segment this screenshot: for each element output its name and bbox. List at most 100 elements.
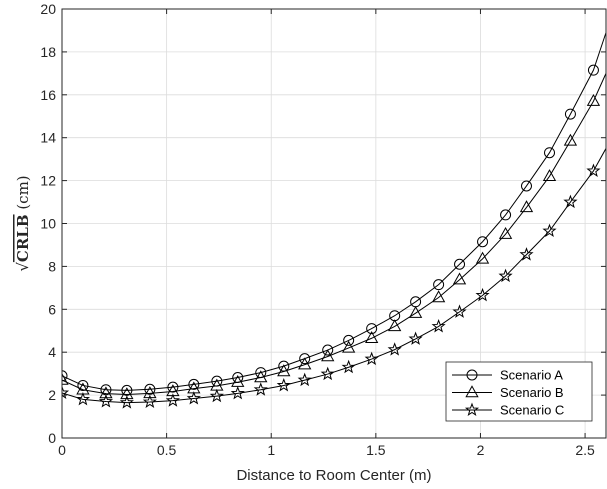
data-point-scenario-a (500, 209, 512, 221)
legend-marker-scenario-a (466, 369, 478, 381)
data-point-scenario-b (586, 94, 601, 106)
legend-label-scenario-b: Scenario B (500, 385, 564, 400)
y-tick-label: 6 (48, 301, 56, 317)
data-point-scenario-a (544, 147, 556, 159)
data-point-scenario-c (276, 378, 291, 392)
x-tick-label: 1 (267, 442, 275, 458)
y-axis-label-main: CRLB (14, 214, 32, 262)
data-point-scenario-b (408, 305, 423, 318)
data-point-scenario-c (209, 388, 224, 403)
x-tick-label: 2 (477, 442, 485, 458)
ticks (61, 8, 606, 439)
y-tick-label: 8 (48, 258, 56, 274)
data-point-scenario-a (564, 108, 576, 120)
data-point-scenario-c (62, 385, 70, 399)
data-point-scenario-c (341, 359, 356, 374)
data-point-scenario-b (563, 133, 578, 146)
data-point-scenario-a (366, 323, 378, 335)
data-point-scenario-c (98, 394, 114, 408)
data-point-scenario-b (99, 386, 113, 399)
data-point-scenario-c (563, 194, 578, 209)
series-scenario-b (62, 73, 606, 400)
y-tick-label: 0 (48, 430, 56, 446)
data-point-scenario-c (230, 385, 245, 400)
data-point-scenario-a (144, 383, 156, 395)
x-tick-label: 1.5 (366, 442, 386, 458)
data-point-scenario-b (388, 319, 402, 332)
data-point-scenario-c (119, 395, 134, 409)
data-point-scenario-b (341, 340, 356, 353)
y-tick-label: 14 (40, 130, 56, 146)
data-point-scenario-b (120, 387, 134, 400)
data-point-scenario-b (277, 364, 291, 377)
y-tick-label: 10 (40, 216, 56, 232)
data-point-scenario-c (586, 163, 601, 177)
data-point-scenario-c (186, 391, 201, 405)
x-tick-label: 0 (58, 442, 66, 458)
data-point-scenario-c (452, 304, 467, 318)
legend-marker-scenario-c (464, 402, 480, 417)
data-point-scenario-a (188, 378, 200, 390)
data-point-scenario-a (299, 353, 311, 365)
y-axis-label-unit: (cm) (14, 175, 32, 214)
data-point-scenario-c (297, 372, 312, 387)
data-point-scenario-c (253, 382, 268, 396)
data-point-scenario-c (320, 366, 335, 381)
data-point-scenario-c (519, 247, 534, 261)
data-point-scenario-b (321, 349, 335, 362)
data-point-scenario-a (322, 344, 334, 356)
data-point-scenario-b (254, 370, 268, 383)
data-point-scenario-c (165, 393, 180, 407)
data-point-scenario-a (167, 381, 179, 393)
y-tick-label: 12 (40, 173, 56, 189)
data-point-scenario-b (452, 272, 467, 285)
y-tick-label: 18 (40, 44, 56, 60)
data-point-scenario-b (431, 290, 446, 303)
data-point-scenario-a (77, 379, 89, 391)
data-point-scenario-b (542, 169, 557, 182)
data-point-scenario-b (519, 200, 534, 213)
data-point-scenario-a (520, 180, 532, 192)
svg-text:√CRLB (cm): √CRLB (cm) (14, 175, 32, 271)
series-layer (62, 32, 606, 409)
data-point-scenario-a (343, 334, 355, 346)
data-point-scenario-b (475, 251, 490, 264)
legend-label-scenario-c: Scenario C (500, 403, 564, 418)
data-point-scenario-c (75, 391, 91, 406)
data-point-scenario-b (498, 226, 513, 239)
x-tick-label: 2.5 (575, 442, 595, 458)
legend-box (445, 361, 593, 422)
data-point-scenario-c (408, 331, 423, 345)
legend-marker-scenario-b (465, 385, 479, 398)
legend: Scenario A Scenario B Scenario C (445, 361, 593, 422)
data-point-scenario-c (387, 342, 402, 356)
data-point-scenario-a (433, 279, 445, 291)
data-point-scenario-c (498, 268, 513, 283)
data-point-scenario-c (475, 287, 490, 302)
series-scenario-c (62, 148, 606, 409)
data-point-scenario-b (365, 331, 379, 343)
y-tick-label: 2 (48, 387, 56, 403)
y-tick-label: 16 (40, 87, 56, 103)
y-axis-label: √CRLB (cm) (14, 175, 32, 271)
data-point-scenario-a (454, 258, 466, 270)
legend-label-scenario-a: Scenario A (500, 368, 563, 383)
series-line-scenario-a (62, 32, 606, 391)
grid (62, 9, 606, 438)
data-point-scenario-a (62, 370, 68, 382)
data-point-scenario-c (431, 319, 446, 333)
x-axis-label: Distance to Room Center (m) (236, 467, 431, 484)
y-tick-label: 20 (40, 1, 56, 17)
data-point-scenario-a (587, 64, 599, 76)
data-point-scenario-b (143, 386, 157, 399)
data-point-scenario-b (298, 357, 312, 370)
y-tick-label: 4 (48, 344, 56, 360)
tick-labels: 0 0.5 1 1.5 2 2.5 0 2 4 6 8 10 12 14 16 18 20 (40, 1, 595, 458)
data-point-scenario-c (142, 394, 157, 408)
data-point-scenario-c (542, 223, 557, 238)
x-tick-label: 0.5 (157, 442, 177, 458)
data-point-scenario-c (364, 351, 379, 366)
data-point-scenario-a (477, 236, 489, 248)
y-axis-label-radical: √ (14, 262, 32, 272)
